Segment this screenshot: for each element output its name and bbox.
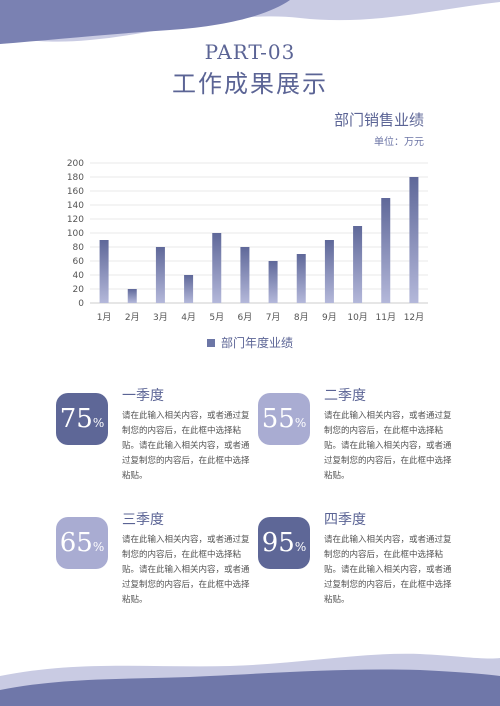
percent-value: 55 — [261, 404, 295, 434]
percent-badge: 55% — [258, 393, 310, 445]
percent-badge: 65% — [56, 517, 108, 569]
bar-1月 — [99, 240, 109, 303]
y-tick-label: 0 — [78, 299, 84, 309]
y-tick-label: 100 — [67, 229, 84, 239]
x-tick-label: 5月 — [209, 312, 224, 323]
percent-sign: % — [294, 416, 307, 430]
bar-4月 — [184, 275, 194, 303]
quarter-title: 二季度 — [324, 388, 366, 404]
y-tick-label: 180 — [67, 173, 84, 183]
y-tick-label: 120 — [67, 215, 84, 225]
x-tick-label: 12月 — [404, 312, 424, 323]
chart-unit: 单位：万元 — [374, 137, 424, 148]
x-tick-label: 11月 — [376, 312, 396, 323]
bar-2月 — [127, 289, 137, 303]
legend-label: 部门年度业绩 — [220, 336, 293, 350]
quarter-title: 四季度 — [324, 512, 366, 528]
bar-9月 — [324, 240, 334, 303]
percent-sign: % — [92, 416, 105, 430]
x-tick-label: 10月 — [347, 312, 367, 323]
percent-sign: % — [92, 540, 105, 554]
page-title: 工作成果展示 — [172, 70, 328, 98]
bar-3月 — [155, 247, 165, 303]
bar-6月 — [240, 247, 250, 303]
bar-11月 — [381, 198, 391, 303]
quarter-description: 请在此输入相关内容，或者通过复制您的内容后，在此框中选择粘贴。请在此输入相关内容… — [324, 411, 452, 481]
y-tick-label: 40 — [73, 271, 85, 281]
quarter-title: 三季度 — [122, 512, 164, 528]
y-tick-label: 140 — [67, 201, 84, 211]
y-tick-label: 200 — [67, 159, 84, 169]
sales-bar-chart: 1月 2月 3月 4月 5月 6月 7月 8月 9月 10月 11月 12月 0 20 40 60 80 100… — [67, 159, 428, 323]
percent-badge: 95% — [258, 517, 310, 569]
quarter-title: 一季度 — [122, 388, 164, 404]
x-tick-label: 9月 — [322, 312, 337, 323]
quarter-description: 请在此输入相关内容，或者通过复制您的内容后，在此框中选择粘贴。请在此输入相关内容… — [324, 535, 452, 605]
percent-sign: % — [294, 540, 307, 554]
bar-12月 — [409, 177, 419, 303]
x-tick-label: 3月 — [153, 312, 168, 323]
y-tick-label: 60 — [73, 257, 85, 267]
bar-10月 — [353, 226, 363, 303]
x-tick-label: 6月 — [238, 312, 253, 323]
top-wave-decoration — [0, 0, 500, 44]
chart-title: 部门销售业绩 — [333, 111, 424, 129]
bar-5月 — [212, 233, 222, 303]
percent-value: 65 — [59, 528, 93, 558]
bottom-wave-decoration — [0, 653, 500, 706]
x-tick-label: 7月 — [266, 312, 281, 323]
x-tick-label: 2月 — [125, 312, 140, 323]
x-tick-label: 1月 — [97, 312, 112, 323]
y-tick-label: 80 — [73, 243, 85, 253]
percent-value: 75 — [59, 404, 93, 434]
y-tick-label: 160 — [67, 187, 84, 197]
percent-value: 95 — [261, 528, 295, 558]
x-tick-label: 8月 — [294, 312, 309, 323]
chart-legend: 部门年度业绩 — [0, 334, 500, 351]
percent-badge: 75% — [56, 393, 108, 445]
quarter-description: 请在此输入相关内容，或者通过复制您的内容后，在此框中选择粘贴。请在此输入相关内容… — [122, 411, 250, 481]
quarter-description: 请在此输入相关内容，或者通过复制您的内容后，在此框中选择粘贴。请在此输入相关内容… — [122, 535, 250, 605]
bar-7月 — [268, 261, 278, 303]
x-tick-label: 4月 — [181, 312, 196, 323]
bar-8月 — [296, 254, 306, 303]
part-label: PART-03 — [204, 40, 296, 64]
y-tick-label: 20 — [73, 285, 85, 295]
legend-swatch — [206, 339, 215, 347]
